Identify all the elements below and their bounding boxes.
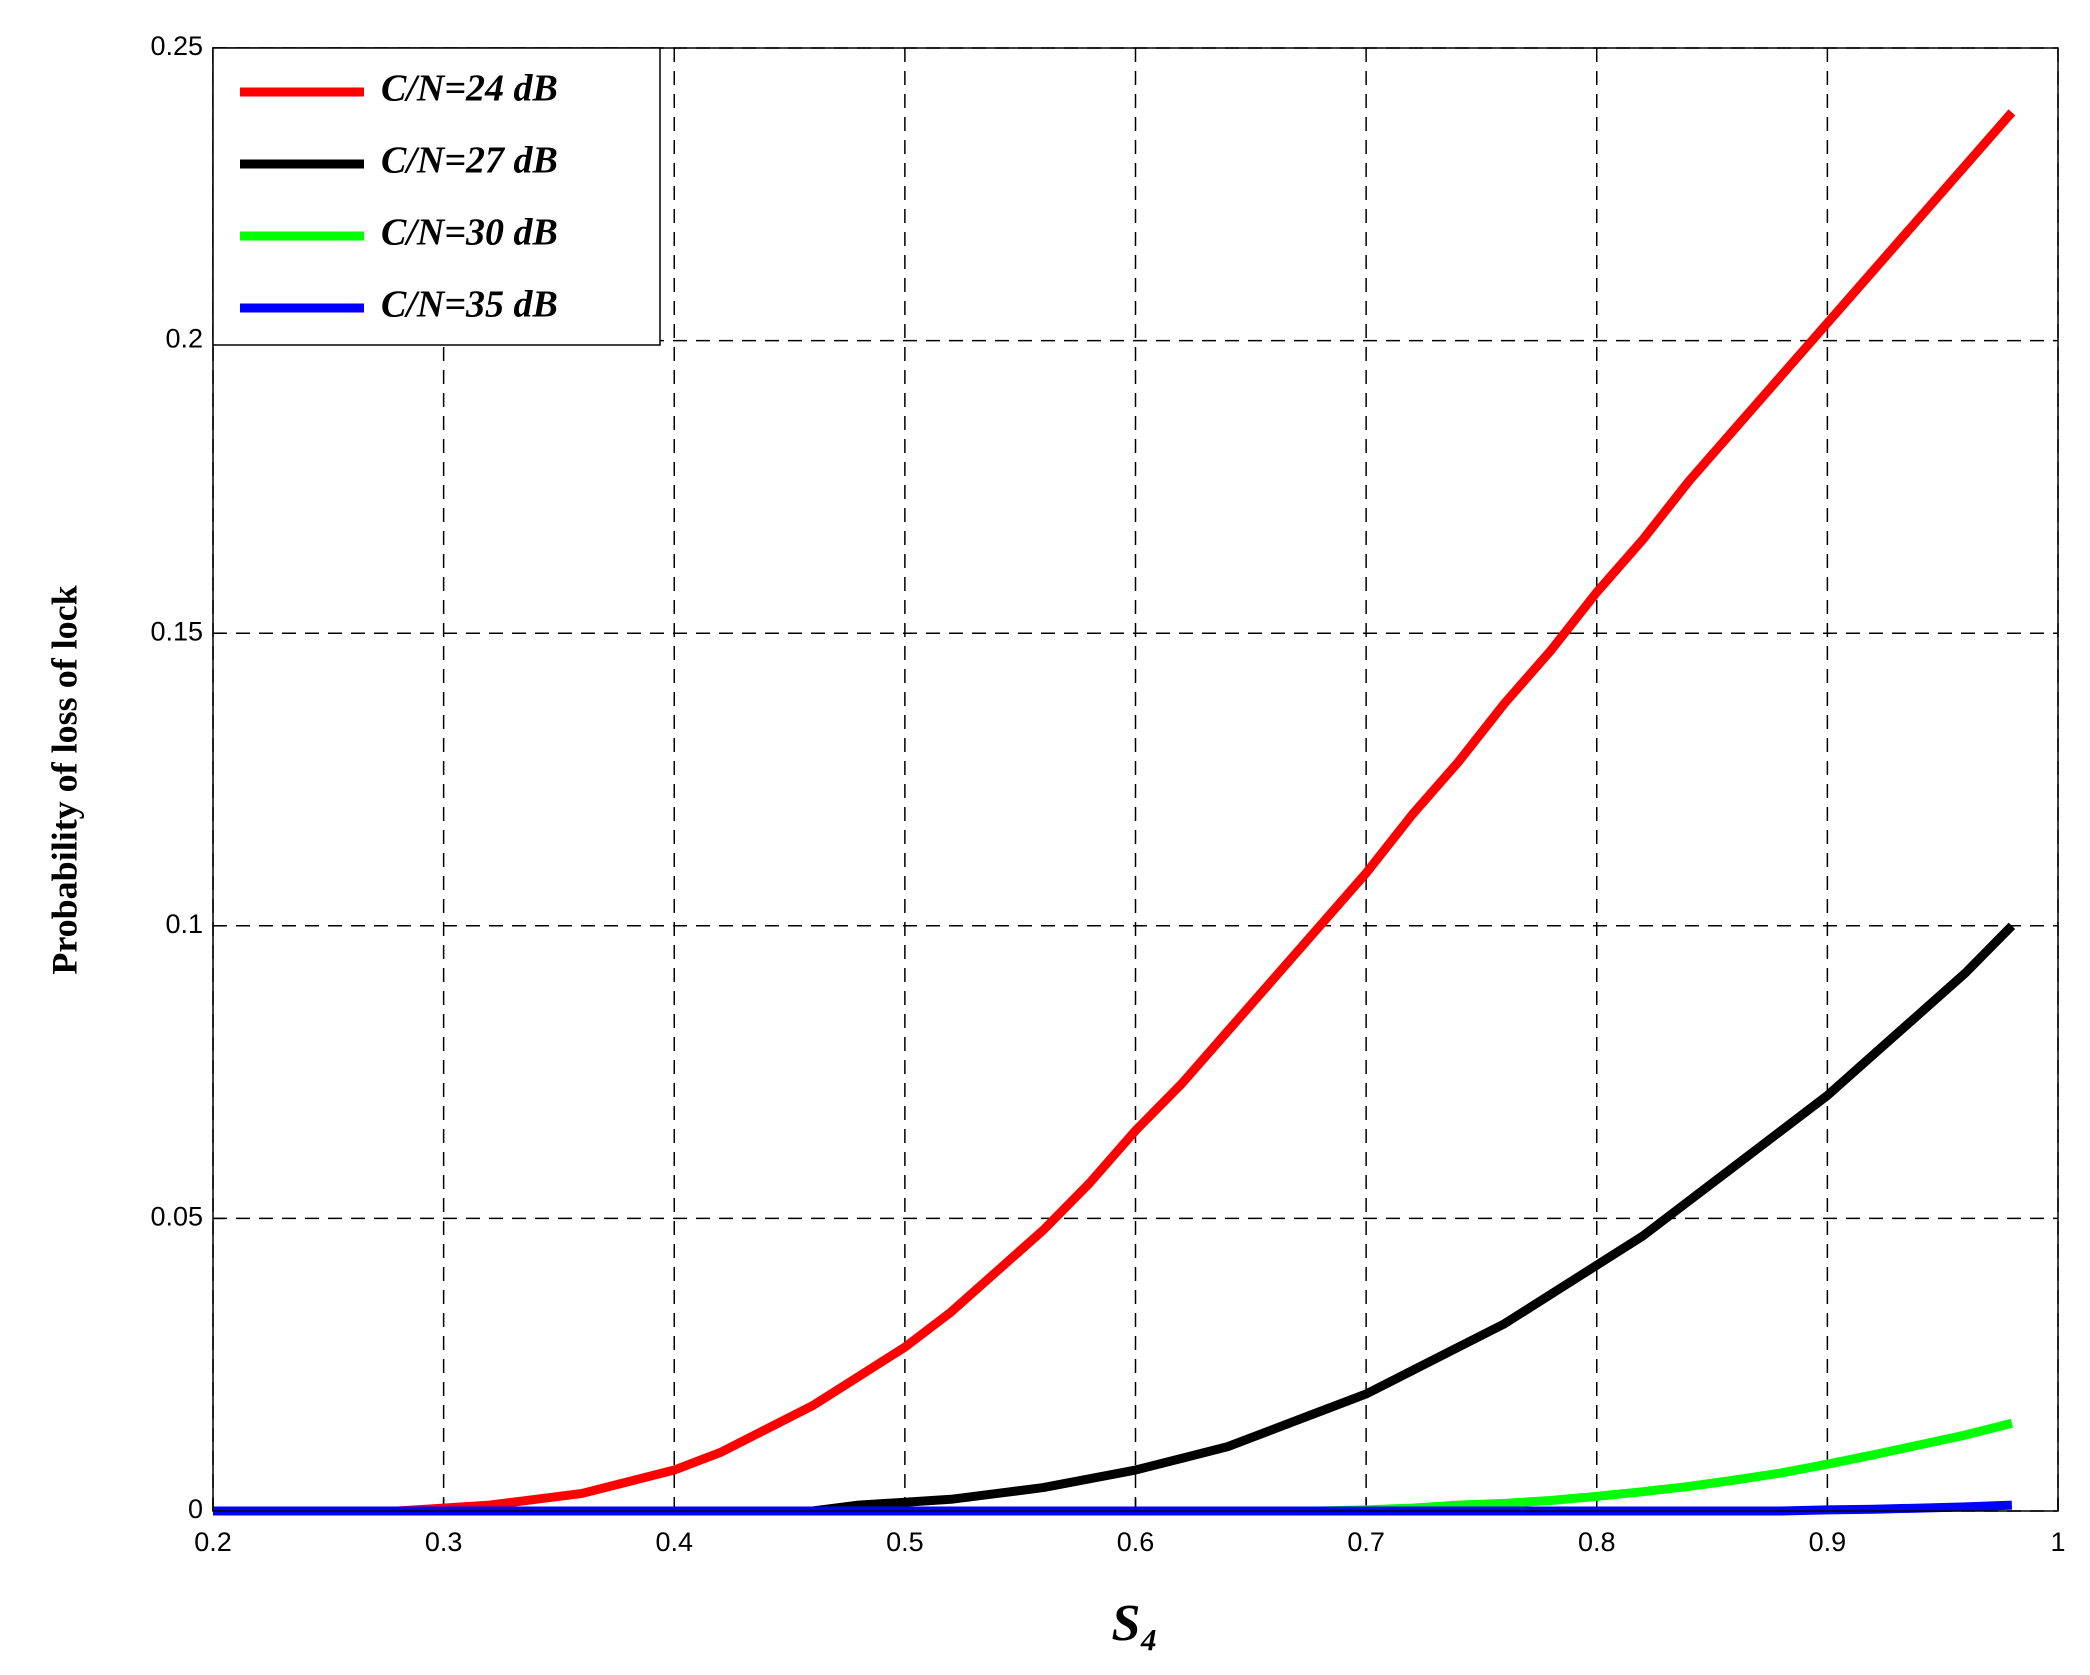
- x-tick-label: 0.8: [1578, 1527, 1616, 1557]
- y-tick-label: 0.25: [150, 31, 203, 61]
- x-tick-label: 0.4: [655, 1527, 693, 1557]
- y-axis-label: Probability of loss of lock: [44, 585, 84, 974]
- x-axis-label: S₄: [1111, 1595, 1158, 1652]
- x-tick-label: 0.7: [1347, 1527, 1385, 1557]
- x-tick-label: 0.6: [1117, 1527, 1155, 1557]
- legend-box: [212, 47, 661, 346]
- y-tick-label: 0.1: [165, 909, 203, 939]
- legend-label: C/N=27 dB: [381, 140, 558, 182]
- axes-frame: [212, 47, 2059, 1512]
- y-tick-label: 0.15: [150, 616, 203, 646]
- x-tick-label: 0.3: [425, 1527, 463, 1557]
- x-tick-label: 0.9: [1809, 1527, 1847, 1557]
- y-tick-label: 0: [188, 1494, 203, 1524]
- legend-label: C/N=30 dB: [381, 212, 558, 254]
- y-tick-label: 0.2: [165, 324, 203, 354]
- y-tick-label: 0.05: [150, 1202, 203, 1232]
- series-line: [213, 109, 2016, 1516]
- legend-label: C/N=24 dB: [381, 68, 558, 110]
- legend-label: C/N=35 dB: [381, 284, 558, 326]
- x-tick-label: 0.5: [886, 1527, 924, 1557]
- x-tick-label: 1: [2050, 1527, 2065, 1557]
- x-tick-label: 0.2: [194, 1527, 232, 1557]
